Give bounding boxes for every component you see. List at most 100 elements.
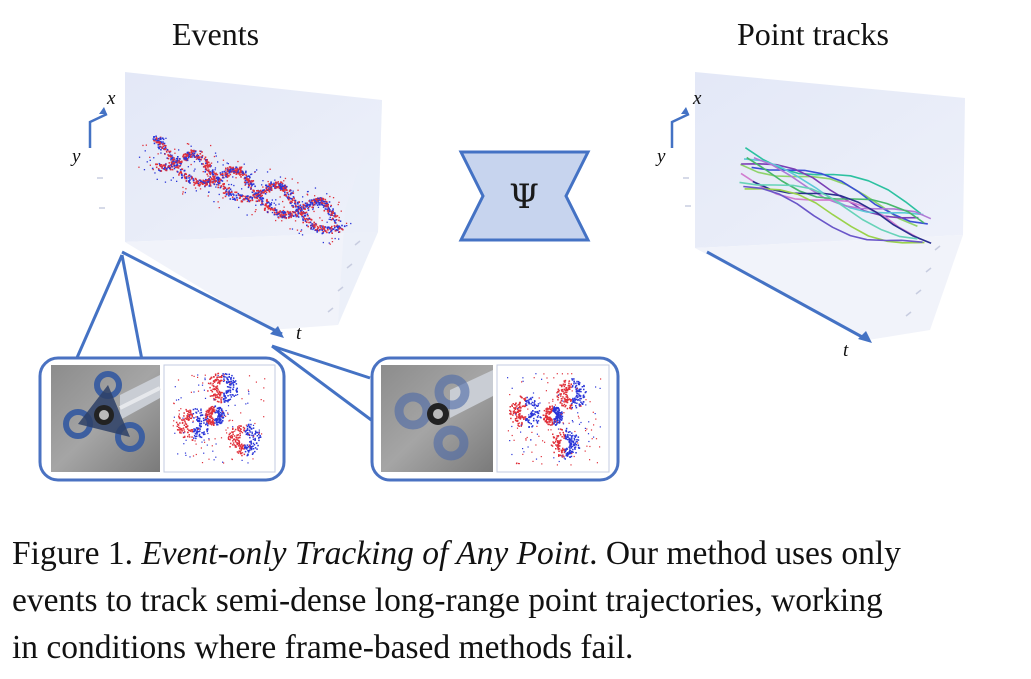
event-dot	[524, 405, 527, 407]
event-point	[235, 171, 238, 173]
event-dot	[216, 422, 218, 424]
event-dot	[530, 412, 532, 415]
event-dot	[515, 406, 517, 409]
event-dot	[238, 444, 241, 446]
event-dot	[561, 388, 563, 391]
event-dot	[226, 373, 228, 376]
event-point	[228, 183, 230, 186]
event-dot	[236, 451, 239, 453]
event-point	[222, 174, 224, 176]
event-dot	[560, 428, 563, 431]
event-point	[327, 229, 329, 231]
event-dot	[518, 463, 520, 465]
event-point	[256, 200, 259, 202]
event-dot	[218, 376, 220, 378]
event-dot	[531, 414, 534, 417]
event-dot	[214, 374, 217, 377]
event-dot	[228, 380, 231, 383]
event-dot	[247, 453, 249, 455]
event-dot	[560, 412, 562, 414]
event-point	[275, 219, 277, 222]
event-dot	[559, 439, 561, 442]
event-point	[214, 169, 216, 171]
event-point	[307, 194, 309, 196]
event-point	[298, 212, 300, 214]
event-point	[321, 229, 323, 231]
event-dot	[189, 456, 191, 458]
event-dot	[249, 436, 251, 439]
event-dot	[185, 439, 187, 441]
event-dot	[173, 420, 175, 422]
event-dot	[240, 445, 242, 447]
event-point	[216, 173, 219, 176]
event-dot	[248, 375, 251, 377]
event-point	[194, 187, 197, 189]
event-point	[279, 189, 282, 191]
event-point	[310, 224, 312, 227]
event-dot	[247, 402, 249, 404]
event-point	[171, 156, 174, 159]
event-dot	[579, 395, 582, 397]
event-dot	[562, 396, 564, 398]
spinner-photo-blurred-icon	[381, 365, 493, 472]
event-point	[181, 176, 184, 179]
event-dot	[536, 433, 538, 435]
event-point	[198, 185, 201, 187]
event-dot	[560, 393, 562, 395]
event-dot	[227, 381, 230, 384]
event-dot	[212, 422, 214, 424]
event-point	[243, 163, 245, 165]
event-point	[161, 165, 164, 167]
event-dot	[519, 417, 521, 419]
event-dot	[223, 380, 225, 382]
event-dot	[555, 448, 557, 450]
event-dot	[523, 405, 526, 408]
event-point	[322, 225, 324, 227]
event-dot	[203, 439, 205, 441]
event-dot	[561, 403, 563, 405]
event-point	[332, 211, 334, 213]
x-arrowhead-icon	[99, 107, 107, 114]
event-dot	[532, 410, 534, 412]
event-dot	[525, 404, 528, 406]
event-dot	[551, 423, 554, 425]
event-dot	[554, 419, 556, 421]
event-dot	[212, 395, 214, 397]
event-dot	[579, 405, 581, 407]
event-dot	[560, 393, 562, 395]
event-dot	[237, 426, 239, 428]
event-dot	[543, 417, 546, 420]
event-point	[255, 194, 257, 196]
tracks-cube-back-face	[695, 72, 965, 248]
event-dot	[234, 380, 237, 382]
event-dot	[230, 442, 232, 445]
event-dot	[217, 389, 219, 391]
event-dot	[239, 451, 241, 453]
event-point	[216, 176, 218, 179]
event-point	[261, 194, 263, 197]
event-dot	[556, 411, 559, 413]
event-dot	[252, 442, 255, 445]
event-dot	[215, 394, 217, 396]
event-point	[161, 137, 164, 139]
event-dot	[576, 387, 578, 390]
event-dot	[220, 422, 222, 425]
event-dot	[245, 424, 247, 426]
event-point	[264, 190, 266, 192]
event-dot	[183, 412, 185, 414]
event-point	[323, 227, 326, 229]
event-dot	[215, 386, 218, 388]
event-dot	[193, 375, 195, 377]
event-dot	[243, 429, 245, 431]
event-point	[292, 211, 294, 213]
event-point	[180, 162, 182, 165]
events-cube-side-face	[338, 100, 382, 325]
event-dot	[511, 387, 513, 389]
event-dot	[209, 383, 211, 385]
event-point	[254, 196, 256, 199]
event-point	[315, 199, 318, 202]
event-point	[270, 181, 272, 183]
event-dot	[224, 399, 226, 402]
event-dot	[236, 434, 238, 436]
event-point	[290, 216, 292, 219]
